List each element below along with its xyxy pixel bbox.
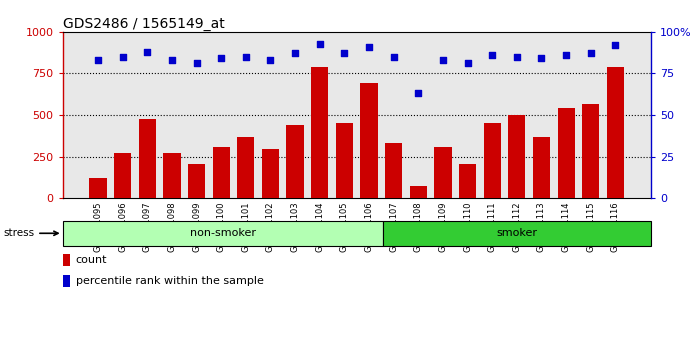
Bar <box>114 153 132 198</box>
Text: percentile rank within the sample: percentile rank within the sample <box>76 276 264 286</box>
Point <box>216 56 227 61</box>
Bar <box>508 115 525 198</box>
Point <box>314 41 325 46</box>
Point <box>536 56 547 61</box>
Bar <box>383 221 651 246</box>
Point <box>339 51 350 56</box>
Text: stress: stress <box>3 228 58 238</box>
Bar <box>311 67 329 198</box>
Point <box>166 57 177 63</box>
Bar <box>582 104 599 198</box>
Text: non-smoker: non-smoker <box>190 228 256 238</box>
Point <box>93 57 104 63</box>
Text: smoker: smoker <box>497 228 537 238</box>
Point <box>117 54 128 59</box>
Bar <box>89 178 106 198</box>
Bar <box>164 153 180 198</box>
Point <box>512 54 523 59</box>
Point <box>240 54 251 59</box>
Point <box>142 49 153 55</box>
Point <box>388 54 400 59</box>
Point <box>610 42 621 48</box>
Bar <box>410 186 427 198</box>
Bar <box>533 137 550 198</box>
Bar <box>139 119 156 198</box>
Text: count: count <box>76 255 107 265</box>
Bar <box>63 275 70 287</box>
Point <box>290 51 301 56</box>
Point <box>487 52 498 58</box>
Bar <box>63 221 383 246</box>
Bar <box>557 108 575 198</box>
Bar <box>262 149 279 198</box>
Bar <box>484 122 501 198</box>
Point <box>265 57 276 63</box>
Bar <box>459 164 476 198</box>
Point <box>560 52 571 58</box>
Bar <box>237 137 255 198</box>
Point <box>462 61 473 66</box>
Bar <box>385 143 402 198</box>
Bar <box>361 84 378 198</box>
Point <box>191 61 202 66</box>
Text: GDS2486 / 1565149_at: GDS2486 / 1565149_at <box>63 17 224 31</box>
Point <box>363 44 374 50</box>
Bar <box>607 67 624 198</box>
Bar <box>188 164 205 198</box>
Bar <box>335 124 353 198</box>
Point <box>585 51 596 56</box>
Point <box>413 91 424 96</box>
Bar <box>212 147 230 198</box>
Bar <box>287 125 303 198</box>
Point <box>437 57 448 63</box>
Bar <box>434 148 452 198</box>
Bar <box>63 254 70 266</box>
